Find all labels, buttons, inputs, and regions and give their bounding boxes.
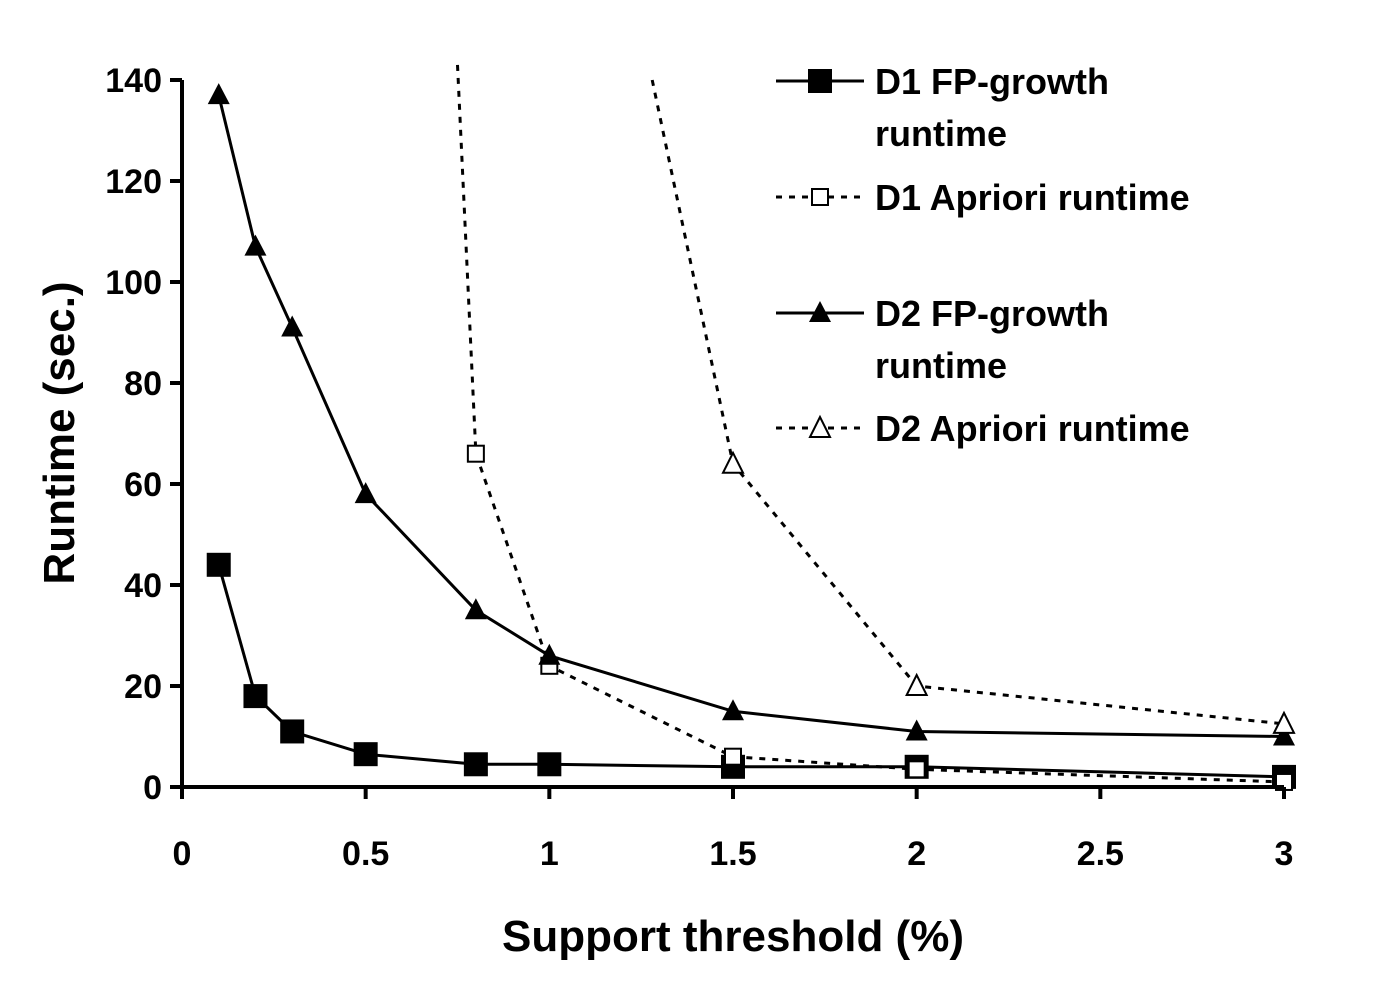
data-point — [243, 684, 268, 709]
data-point — [207, 83, 230, 105]
data-point — [907, 760, 926, 779]
legend-label: runtime — [875, 113, 1007, 154]
series-line — [650, 79, 1285, 726]
data-point — [905, 672, 929, 696]
data-point — [353, 742, 378, 767]
legend-label: D2 Apriori runtime — [875, 408, 1190, 449]
data-point — [206, 552, 231, 577]
data-point — [280, 719, 305, 744]
series-2 — [207, 83, 1295, 746]
x-tick-label: 3 — [1275, 835, 1294, 873]
series-1 — [456, 64, 1293, 791]
legend-entry-0: D1 FP-growth runtime — [776, 61, 1109, 154]
legend-label: D2 FP-growth — [875, 293, 1109, 334]
data-point — [464, 598, 487, 620]
y-tick-label: 40 — [124, 567, 162, 605]
x-axis-title: Support threshold (%) — [502, 912, 964, 961]
series-line — [217, 564, 1285, 779]
data-point — [281, 315, 304, 337]
legend-label: D1 Apriori runtime — [875, 177, 1190, 218]
data-point — [354, 482, 377, 504]
data-point — [1273, 724, 1295, 746]
x-tick-label: 1 — [540, 835, 559, 873]
series-layer — [206, 64, 1296, 791]
y-tick-label: 120 — [105, 163, 162, 201]
y-tick-label: 20 — [124, 668, 162, 706]
y-tick-label: 140 — [105, 62, 162, 100]
y-tick-label: 60 — [124, 466, 162, 504]
legend-swatch-marker — [808, 414, 832, 438]
legend-entry-3: D2 Apriori runtime — [776, 408, 1190, 449]
x-tick-label: 2 — [907, 835, 926, 873]
axes-layer: 0 20 40 60 80 100 120 140 0 0.5 1 1.5 2 2.5 3 — [105, 62, 1293, 873]
data-point — [905, 719, 928, 741]
data-point — [244, 234, 267, 256]
x-tick-label: 2.5 — [1077, 835, 1124, 873]
legend: D1 FP-growth runtime D1 Apriori runtime D2 … — [776, 61, 1190, 449]
data-point — [724, 747, 742, 766]
legend-entry-2: D2 FP-growth runtime — [776, 293, 1109, 386]
series-0 — [206, 552, 1296, 789]
y-tick-label: 80 — [124, 365, 162, 403]
data-point — [721, 450, 745, 474]
legend-swatch-marker — [809, 301, 831, 322]
x-tick-label: 0 — [173, 835, 192, 873]
legend-label: D1 FP-growth — [875, 61, 1109, 102]
data-point — [537, 752, 562, 777]
data-point — [1272, 710, 1296, 734]
x-tick-label: 0.5 — [342, 835, 389, 873]
data-point — [538, 643, 561, 665]
data-point — [722, 699, 744, 721]
series-line — [456, 64, 1285, 784]
y-tick-label: 0 — [143, 769, 162, 807]
legend-entry-1: D1 Apriori runtime — [776, 177, 1190, 218]
data-point — [463, 752, 488, 777]
data-point — [466, 444, 485, 463]
legend-label: runtime — [875, 345, 1007, 386]
series-3 — [650, 79, 1296, 734]
legend-swatch-marker — [811, 188, 829, 206]
y-axis-title: Runtime (sec.) — [35, 281, 84, 584]
x-tick-label: 1.5 — [709, 835, 756, 873]
y-tick-label: 100 — [105, 264, 162, 302]
legend-swatch-marker — [808, 69, 832, 93]
